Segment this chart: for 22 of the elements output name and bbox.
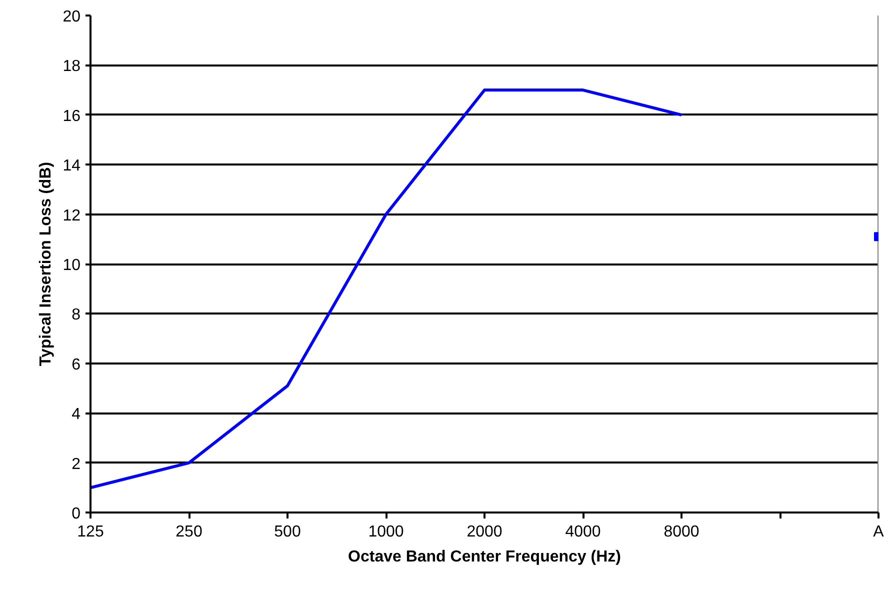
x-axis-title: Octave Band Center Frequency (Hz) <box>348 548 621 566</box>
x-tick-label: 500 <box>274 524 301 540</box>
y-tick-label: 8 <box>72 306 81 324</box>
y-tick-label: 2 <box>72 456 81 473</box>
y-tick-label: 4 <box>72 406 81 424</box>
y-tick-label: 20 <box>62 8 81 26</box>
x-tick-label: 8000 <box>664 524 700 540</box>
x-tick-label: 125 <box>77 524 104 540</box>
y-tick-label: 12 <box>62 207 81 224</box>
x-tick-label: 2000 <box>466 524 502 540</box>
y-tick-label: 16 <box>62 108 81 125</box>
y-axis-title: Typical Insertion Loss (dB) <box>38 162 55 366</box>
line-series <box>90 88 683 490</box>
y-tick-label: 18 <box>62 58 81 76</box>
x-tick-label: 4000 <box>565 524 601 540</box>
y-tick-label: 0 <box>72 506 81 522</box>
x-tick-label: 250 <box>176 524 202 540</box>
x-tick-label: 1000 <box>368 524 404 540</box>
y-tick-label: 6 <box>72 356 81 374</box>
x-tick-label: A <box>873 524 884 540</box>
y-tick-label: 10 <box>62 257 81 274</box>
y-tick-label: 14 <box>62 158 81 175</box>
